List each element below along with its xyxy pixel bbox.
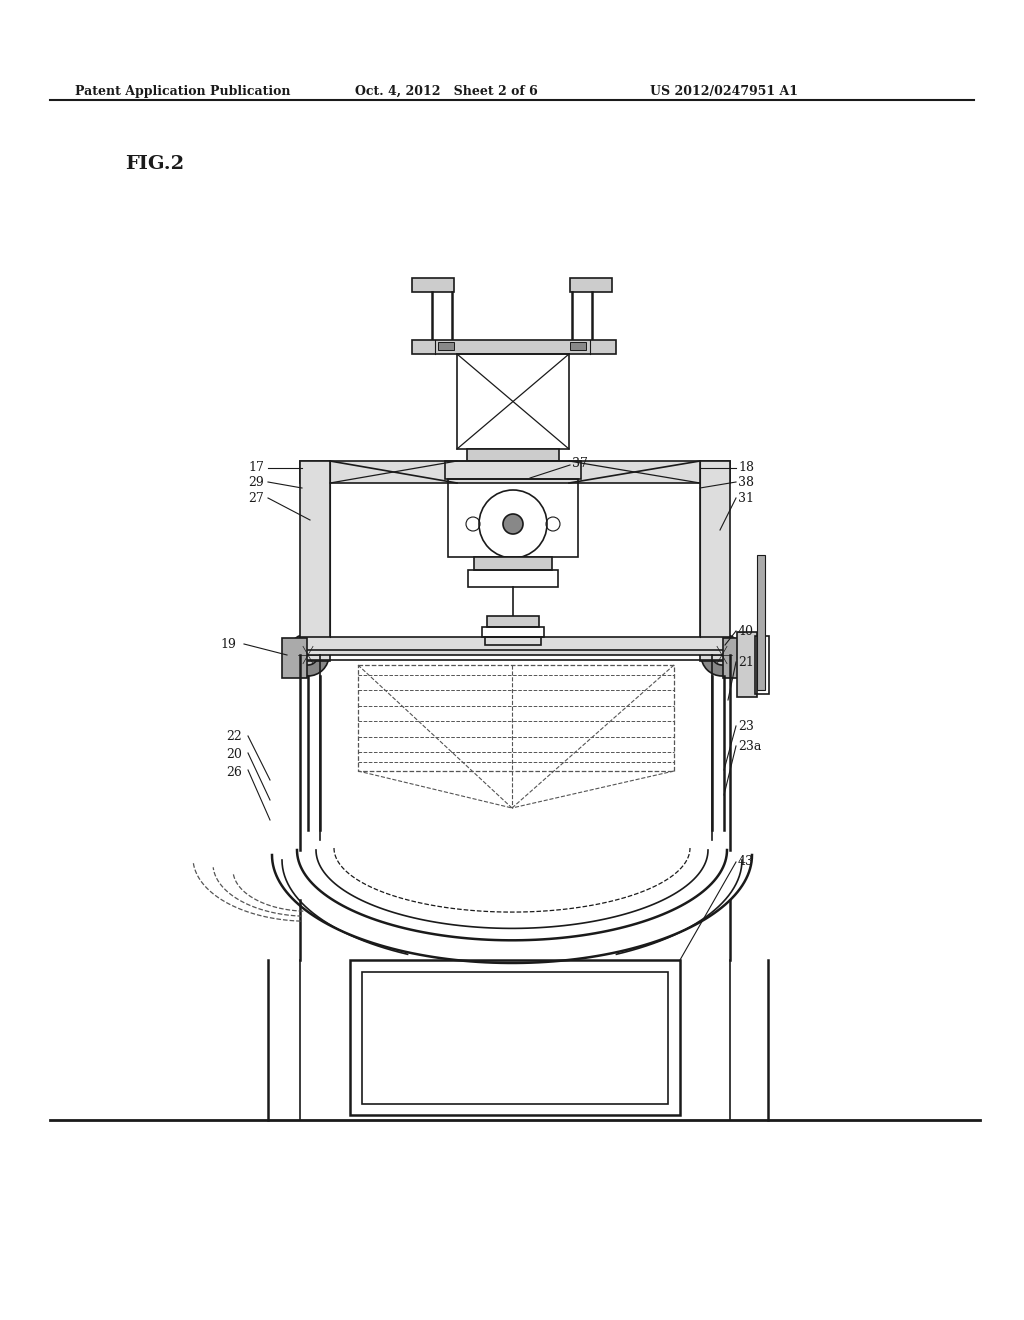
Text: 21: 21 [738,656,754,669]
Bar [282,638,307,678]
Text: US 2012/0247951 A1: US 2012/0247951 A1 [650,84,798,98]
Bar [757,554,765,690]
Text: Oct. 4, 2012   Sheet 2 of 6: Oct. 4, 2012 Sheet 2 of 6 [355,84,538,98]
Bar [412,341,616,354]
Text: 26: 26 [226,766,242,779]
Bar [700,461,730,661]
Text: 22: 22 [226,730,242,743]
Bar [468,570,558,587]
Bar [438,342,454,350]
Bar [449,479,578,557]
Text: 43: 43 [738,855,754,869]
Bar [300,461,330,661]
Bar [755,636,769,694]
Circle shape [712,645,732,665]
Text: 27: 27 [248,492,264,506]
Text: 29: 29 [248,477,264,488]
Text: 40: 40 [738,624,754,638]
Text: 38: 38 [738,477,754,488]
Text: 31: 31 [738,492,754,506]
Text: 23a: 23a [738,741,762,752]
Text: 17: 17 [248,461,264,474]
Bar [457,354,569,449]
Circle shape [287,634,329,676]
Bar [737,632,757,697]
Bar [570,342,586,350]
Bar [300,461,730,483]
Text: 20: 20 [226,748,242,762]
Text: 23: 23 [738,719,754,733]
Bar [362,972,668,1104]
Bar [482,627,544,638]
Bar [723,638,748,678]
Bar [445,461,581,479]
Bar [467,449,559,461]
Bar [358,665,674,771]
Bar [570,279,612,292]
Bar [487,616,539,627]
Text: Patent Application Publication: Patent Application Publication [75,84,291,98]
Text: 18: 18 [738,461,754,474]
Text: 37: 37 [572,457,588,470]
Bar [300,638,730,655]
Bar [485,638,541,645]
Bar [412,279,454,292]
Text: 19: 19 [220,638,236,651]
Bar [474,557,552,570]
Circle shape [503,513,523,535]
Text: FIG.2: FIG.2 [125,154,184,173]
Circle shape [701,634,743,676]
Bar [350,960,680,1115]
Circle shape [298,645,318,665]
